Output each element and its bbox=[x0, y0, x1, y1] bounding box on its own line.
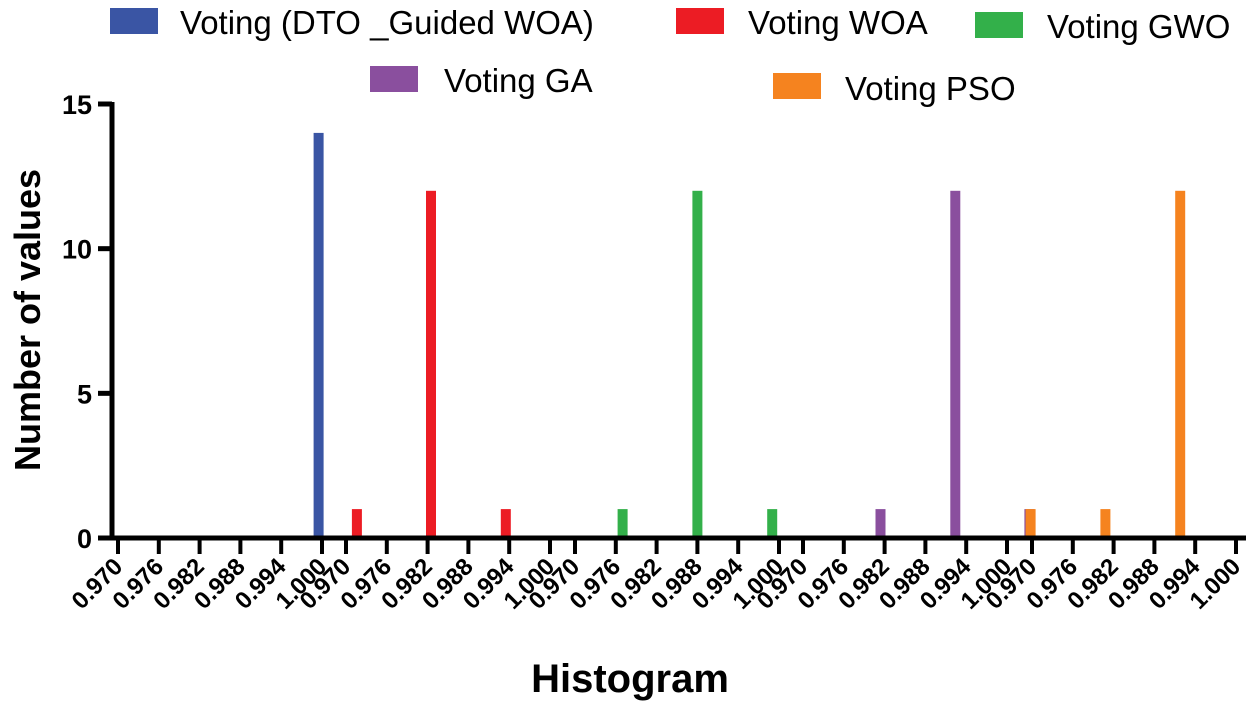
x-axis-title: Histogram bbox=[531, 657, 729, 701]
y-tick-label-0: 0 bbox=[77, 524, 92, 554]
legend-swatch-pso bbox=[773, 73, 821, 99]
bar-voting-pso-1 bbox=[1100, 509, 1111, 538]
legend-item-woa: Voting WOA bbox=[676, 4, 928, 41]
bar-voting-woa-0 bbox=[351, 509, 362, 538]
legend-label-woa: Voting WOA bbox=[748, 4, 928, 41]
y-tick-label-10: 10 bbox=[62, 235, 92, 265]
legend-label-pso: Voting PSO bbox=[845, 70, 1016, 107]
legend-swatch-gwo bbox=[975, 12, 1023, 38]
legend-item-gwo: Voting GWO bbox=[975, 8, 1230, 45]
legend-swatch-dto-guided-woa bbox=[110, 8, 158, 34]
legend-swatch-ga bbox=[370, 66, 418, 92]
bar-voting-gwo-1 bbox=[692, 190, 703, 539]
bar-voting-gwo-0 bbox=[617, 509, 628, 538]
legend-label-gwo: Voting GWO bbox=[1047, 8, 1230, 45]
bars bbox=[313, 132, 1186, 539]
y-tick-label-5: 5 bbox=[77, 379, 92, 409]
y-tick-label-15: 15 bbox=[62, 90, 92, 120]
bar-voting-ga-1 bbox=[950, 190, 961, 539]
bar-voting-ga-0 bbox=[875, 509, 886, 538]
bar-voting-dto-guided-woa-0 bbox=[313, 132, 324, 538]
bar-voting-pso-0 bbox=[1025, 509, 1036, 538]
legend-label-ga: Voting GA bbox=[444, 62, 593, 99]
legend-item-ga: Voting GA bbox=[370, 62, 593, 99]
bar-voting-pso-2 bbox=[1175, 190, 1186, 539]
axes bbox=[98, 101, 1246, 554]
bar-voting-gwo-2 bbox=[767, 509, 778, 538]
legend-item-pso: Voting PSO bbox=[773, 70, 1016, 107]
legend-label-dto-guided-woa: Voting (DTO _Guided WOA) bbox=[180, 4, 594, 41]
legend-item-dto-guided-woa: Voting (DTO _Guided WOA) bbox=[110, 4, 594, 41]
y-axis-title: Number of values bbox=[7, 169, 48, 471]
legend-swatch-woa bbox=[676, 8, 724, 34]
bar-voting-woa-1 bbox=[426, 190, 436, 539]
bar-voting-woa-2 bbox=[500, 509, 511, 538]
legend: Voting (DTO _Guided WOA) Voting WOA Voti… bbox=[110, 4, 1230, 107]
